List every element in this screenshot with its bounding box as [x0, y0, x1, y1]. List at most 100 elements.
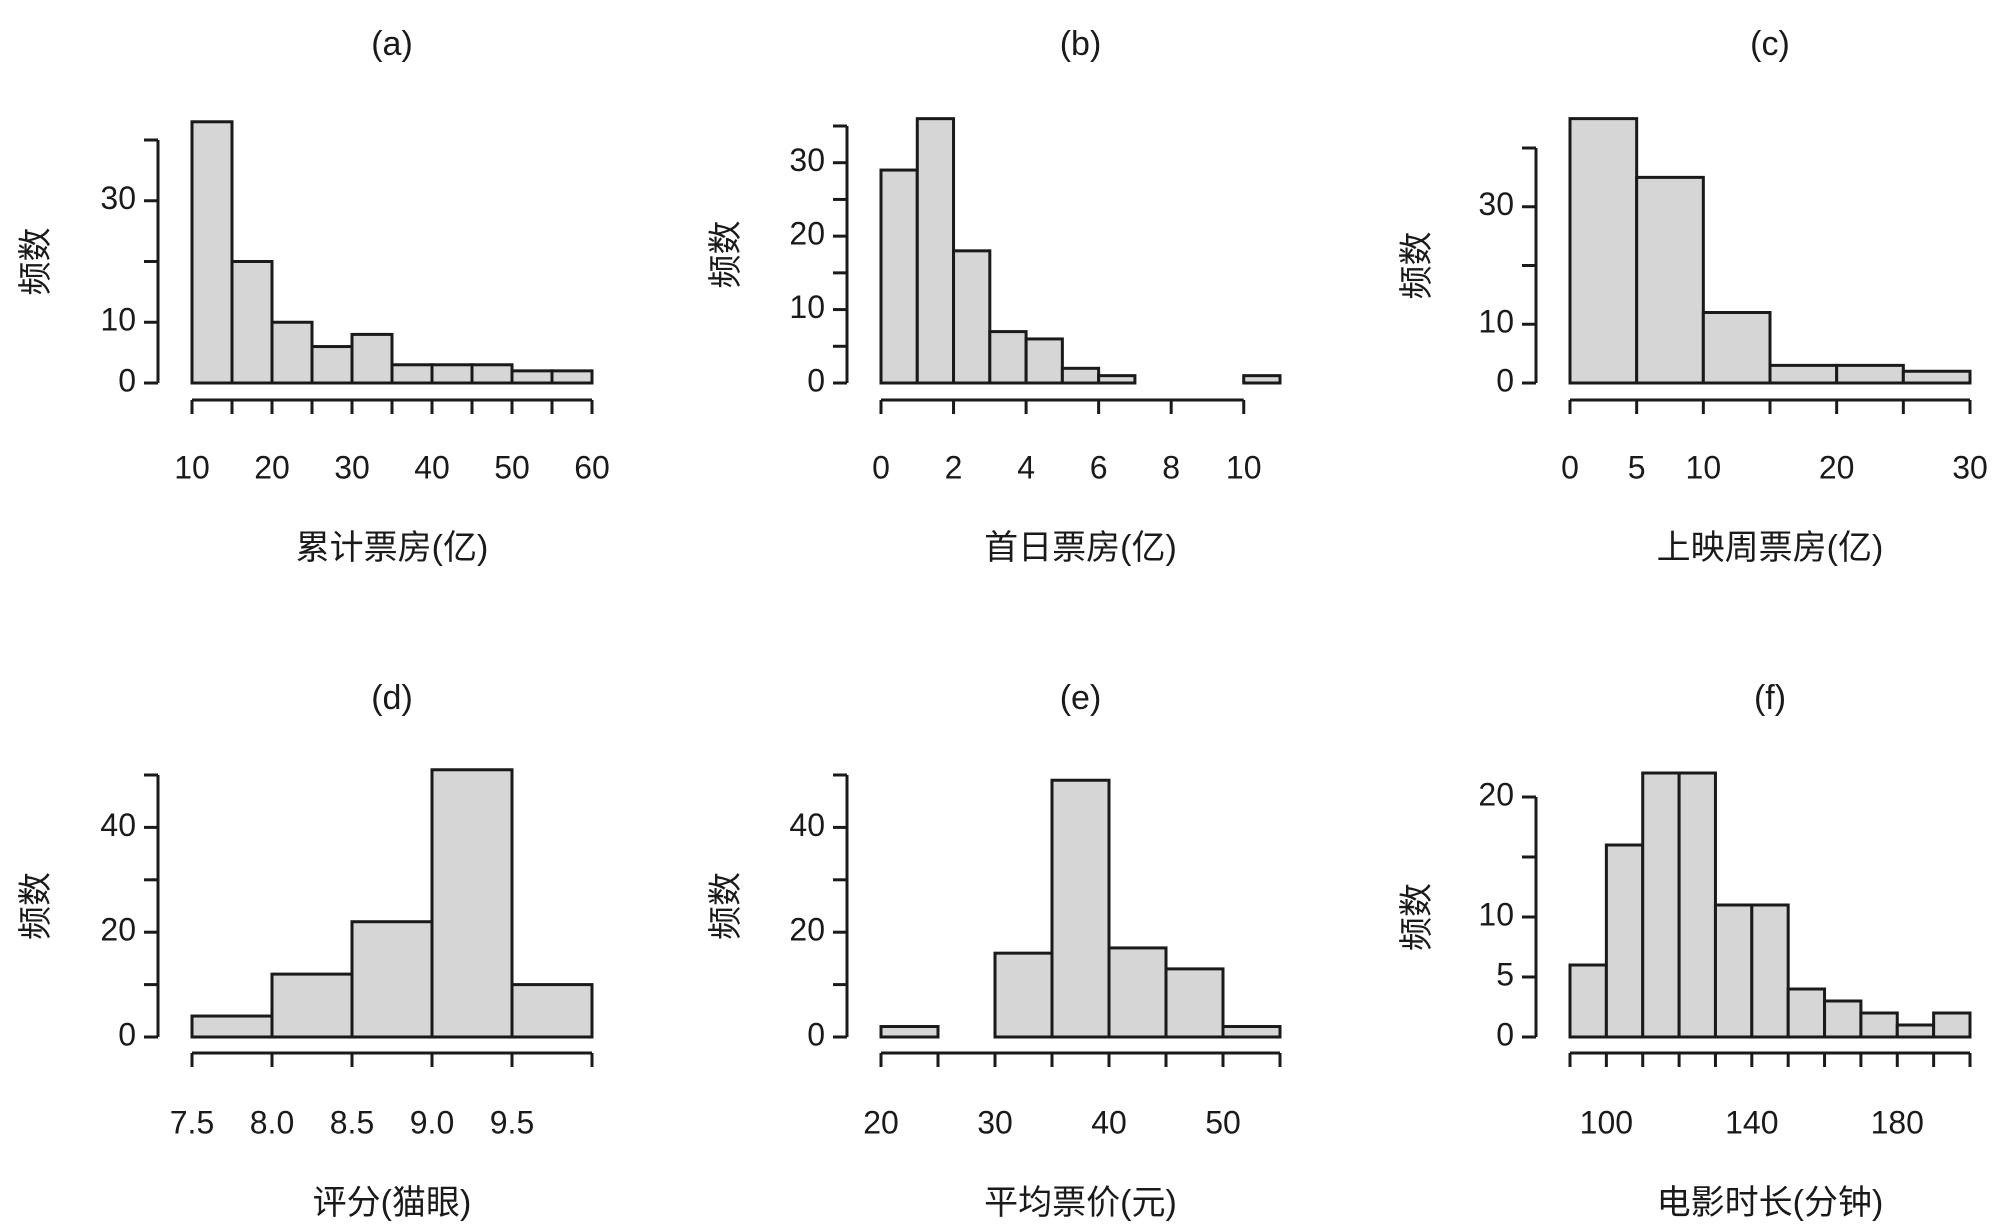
y-tick-label: 0: [118, 1016, 136, 1052]
y-tick-label: 10: [1478, 304, 1514, 340]
y-tick-label: 40: [100, 807, 136, 843]
y-tick-label: 40: [789, 807, 825, 843]
histogram-bar: [1604, 843, 1645, 1039]
y-tick-label: 20: [1478, 776, 1514, 812]
y-tick-label: 10: [100, 302, 136, 338]
y-tick-label: 5: [1496, 956, 1514, 992]
x-tick-label: 40: [414, 449, 450, 485]
histogram-bar: [190, 1014, 274, 1039]
y-axis-title: 频数: [17, 872, 55, 940]
y-axis-title: 频数: [707, 872, 745, 940]
x-tick-label: 20: [1819, 449, 1855, 485]
y-tick-label: 0: [807, 362, 825, 398]
x-tick-label: 9.0: [410, 1104, 454, 1140]
y-axis-title: 频数: [707, 221, 745, 289]
histogram-bar: [510, 983, 594, 1039]
y-tick-label: 30: [100, 180, 136, 216]
histogram-bar: [1107, 946, 1168, 1039]
x-tick-label: 60: [574, 449, 610, 485]
histogram-bar: [510, 369, 554, 385]
x-tick-label: 10: [174, 449, 210, 485]
panel-c: (c) 0 10 30 0 5 10 20 30 上映周票房(亿) 频数: [1398, 25, 1988, 567]
x-tick-label: 7.5: [170, 1104, 214, 1140]
x-tick-label: 180: [1871, 1104, 1924, 1140]
x-tick-label: 10: [1686, 449, 1722, 485]
y-tick-label: 0: [1496, 362, 1514, 398]
histogram-bar: [952, 249, 992, 385]
y-tick-label: 10: [789, 289, 825, 325]
y-tick-label: 10: [1478, 896, 1514, 932]
y-tick-label: 30: [1478, 186, 1514, 222]
x-tick-label: 0: [872, 449, 890, 485]
panel-b: (b) 0 10 20 30 0 2 4 6 8 10 首日票房(亿) 频数: [707, 25, 1282, 567]
x-tick-label: 50: [494, 449, 530, 485]
histogram-bar: [430, 768, 514, 1039]
x-tick-label: 8.5: [330, 1104, 374, 1140]
histogram-bar: [993, 951, 1054, 1039]
panel-d: (d) 0 20 40 7.5 8.0 8.5 9.0 9.5 评分(猫眼) 频数: [17, 679, 594, 1222]
histogram-bar: [1164, 967, 1225, 1039]
histogram-bar: [1750, 903, 1790, 1039]
x-tick-label: 10: [1226, 449, 1262, 485]
histogram-bar: [879, 1025, 940, 1039]
x-tick-label: 9.5: [490, 1104, 534, 1140]
histogram-bar: [1097, 374, 1137, 385]
histogram-bar: [1768, 363, 1839, 385]
histogram-bar: [1895, 1023, 1936, 1039]
x-tick-label: 30: [1952, 449, 1988, 485]
x-axis-title: 电影时长(分钟): [1657, 1184, 1884, 1222]
histogram-bar: [430, 363, 474, 385]
panel-title: (e): [1060, 679, 1102, 717]
y-tick-label: 20: [100, 912, 136, 948]
x-tick-label: 2: [945, 449, 963, 485]
x-axis-title: 累计票房(亿): [296, 529, 489, 567]
histogram-bar: [1568, 963, 1608, 1039]
histogram-bar: [1835, 363, 1905, 385]
panel-title: (d): [371, 679, 413, 717]
panel-title: (a): [371, 25, 413, 63]
histogram-bar: [1641, 771, 1681, 1039]
histogram-bar: [1859, 1011, 1899, 1039]
x-tick-label: 4: [1017, 449, 1035, 485]
panel-e: (e) 0 20 40 20 30 40 50 平均票价(元) 频数: [707, 679, 1282, 1222]
x-tick-label: 30: [334, 449, 370, 485]
histogram-bar: [1932, 1011, 1972, 1039]
x-tick-label: 100: [1580, 1104, 1633, 1140]
y-axis-title: 频数: [1398, 883, 1436, 951]
y-axis-title: 频数: [1398, 232, 1436, 300]
y-tick-label: 20: [789, 912, 825, 948]
histogram-bar: [1677, 771, 1717, 1039]
x-axis-title: 评分(猫眼): [313, 1184, 472, 1222]
x-tick-label: 40: [1091, 1104, 1127, 1140]
x-tick-label: 8.0: [250, 1104, 294, 1140]
histogram-bar: [1050, 778, 1111, 1039]
histogram-bar: [1024, 337, 1064, 385]
x-tick-label: 50: [1205, 1104, 1241, 1140]
histogram-bar: [879, 168, 919, 385]
histogram-bar: [470, 363, 514, 385]
x-axis-title: 平均票价(元): [984, 1184, 1177, 1222]
histogram-bar: [1713, 903, 1754, 1039]
histogram-bar: [988, 330, 1028, 385]
histogram-bar: [390, 363, 434, 385]
histogram-bar: [1701, 311, 1772, 385]
histogram-bar: [350, 920, 434, 1039]
histogram-bar: [190, 120, 234, 385]
histogram-bar: [1786, 987, 1827, 1039]
histogram-bar: [1823, 999, 1863, 1039]
y-tick-label: 0: [1496, 1016, 1514, 1052]
x-tick-label: 20: [254, 449, 290, 485]
histogram-bar: [310, 345, 354, 385]
y-tick-label: 0: [807, 1016, 825, 1052]
x-tick-label: 6: [1090, 449, 1108, 485]
histogram-bar: [1060, 366, 1101, 385]
y-tick-label: 20: [789, 216, 825, 252]
histogram-bar: [1568, 117, 1639, 385]
x-axis-title: 首日票房(亿): [984, 529, 1177, 567]
histogram-bar: [915, 117, 956, 385]
histogram-bar: [550, 369, 594, 385]
panel-title: (f): [1754, 679, 1786, 717]
panel-f: (f) 0 5 10 20 100 140 180 电影时长(分钟) 频数: [1398, 679, 1972, 1222]
panel-a: (a) 0 10 30 10 20 30 40 50 60 累计票房(亿) 频数: [17, 25, 610, 567]
